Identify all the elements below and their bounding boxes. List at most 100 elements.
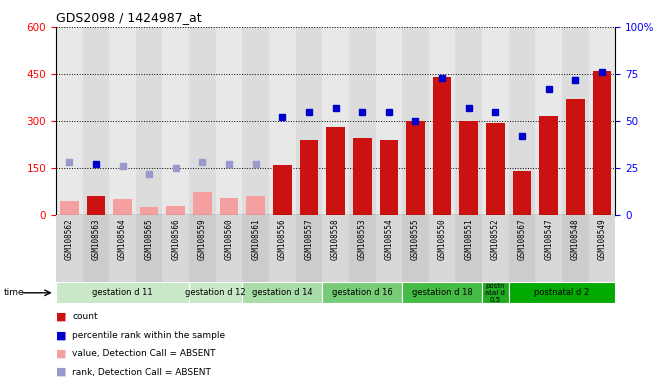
Bar [322,215,349,284]
Text: ■: ■ [56,330,66,340]
Bar [566,99,584,215]
Bar [482,27,509,215]
Text: GSM108549: GSM108549 [597,218,607,260]
Bar [242,27,269,215]
Bar [60,201,78,215]
Bar [139,207,159,215]
Text: GSM108557: GSM108557 [305,218,313,260]
Bar [482,282,509,303]
Bar [295,27,322,215]
Bar [376,215,402,284]
Text: ■: ■ [56,349,66,359]
Text: GSM108563: GSM108563 [91,218,101,260]
Text: GSM108552: GSM108552 [491,218,500,260]
Bar [82,215,109,284]
Bar [166,206,185,215]
Bar [486,122,505,215]
Bar [513,171,531,215]
Bar [589,27,615,215]
Bar [269,27,295,215]
Text: GSM108559: GSM108559 [198,218,207,260]
Text: GDS2098 / 1424987_at: GDS2098 / 1424987_at [56,12,201,25]
Text: time: time [3,288,24,297]
Bar [269,215,295,284]
Text: GSM108553: GSM108553 [358,218,367,260]
Bar [273,165,291,215]
Bar [509,282,615,303]
Text: postn
atal d
0.5: postn atal d 0.5 [486,283,505,303]
Bar [380,140,398,215]
Bar [509,215,536,284]
Bar [87,196,105,215]
Bar [482,215,509,284]
Bar [402,215,429,284]
Text: GSM108555: GSM108555 [411,218,420,260]
Text: gestation d 12: gestation d 12 [186,288,246,297]
Text: GSM108564: GSM108564 [118,218,127,260]
Bar [349,215,376,284]
Bar [216,215,242,284]
Bar [82,27,109,215]
Text: GSM108548: GSM108548 [570,218,580,260]
Bar [589,215,615,284]
Bar [326,127,345,215]
Bar [189,27,216,215]
Bar [349,27,376,215]
Text: postnatal d 2: postnatal d 2 [534,288,590,297]
Bar [540,116,558,215]
Bar [136,27,163,215]
Text: gestation d 18: gestation d 18 [412,288,472,297]
Bar [56,27,82,215]
Bar [562,215,589,284]
Text: GSM108566: GSM108566 [171,218,180,260]
Bar [56,215,82,284]
Bar [109,215,136,284]
Bar [220,198,238,215]
Bar [593,71,611,215]
Text: GSM108550: GSM108550 [438,218,447,260]
Bar [299,140,318,215]
Bar [562,27,589,215]
Bar [136,215,163,284]
Text: GSM108561: GSM108561 [251,218,260,260]
Bar [455,27,482,215]
Text: GSM108556: GSM108556 [278,218,287,260]
Text: GSM108565: GSM108565 [145,218,154,260]
Bar [406,121,425,215]
Text: GSM108567: GSM108567 [517,218,526,260]
Text: GSM108560: GSM108560 [224,218,234,260]
Text: GSM108558: GSM108558 [331,218,340,260]
Bar [433,77,451,215]
Bar [163,215,189,284]
Text: gestation d 14: gestation d 14 [252,288,313,297]
Text: ■: ■ [56,367,66,377]
Bar [242,215,269,284]
Bar [322,282,402,303]
Bar [113,199,132,215]
Bar [459,121,478,215]
Bar [246,196,265,215]
Bar [189,282,242,303]
Text: ■: ■ [56,312,66,322]
Text: rank, Detection Call = ABSENT: rank, Detection Call = ABSENT [72,367,211,377]
Bar [402,27,429,215]
Bar [536,215,562,284]
Bar [353,138,372,215]
Bar [536,27,562,215]
Bar [295,215,322,284]
Text: GSM108551: GSM108551 [465,218,473,260]
Bar [109,27,136,215]
Bar [429,27,455,215]
Bar [56,282,189,303]
Bar [193,192,212,215]
Text: gestation d 11: gestation d 11 [92,288,153,297]
Text: percentile rank within the sample: percentile rank within the sample [72,331,226,340]
Bar [242,282,322,303]
Text: GSM108562: GSM108562 [64,218,74,260]
Text: value, Detection Call = ABSENT: value, Detection Call = ABSENT [72,349,216,358]
Bar [189,215,216,284]
Bar [216,27,242,215]
Bar [163,27,189,215]
Text: count: count [72,312,98,321]
Text: GSM108547: GSM108547 [544,218,553,260]
